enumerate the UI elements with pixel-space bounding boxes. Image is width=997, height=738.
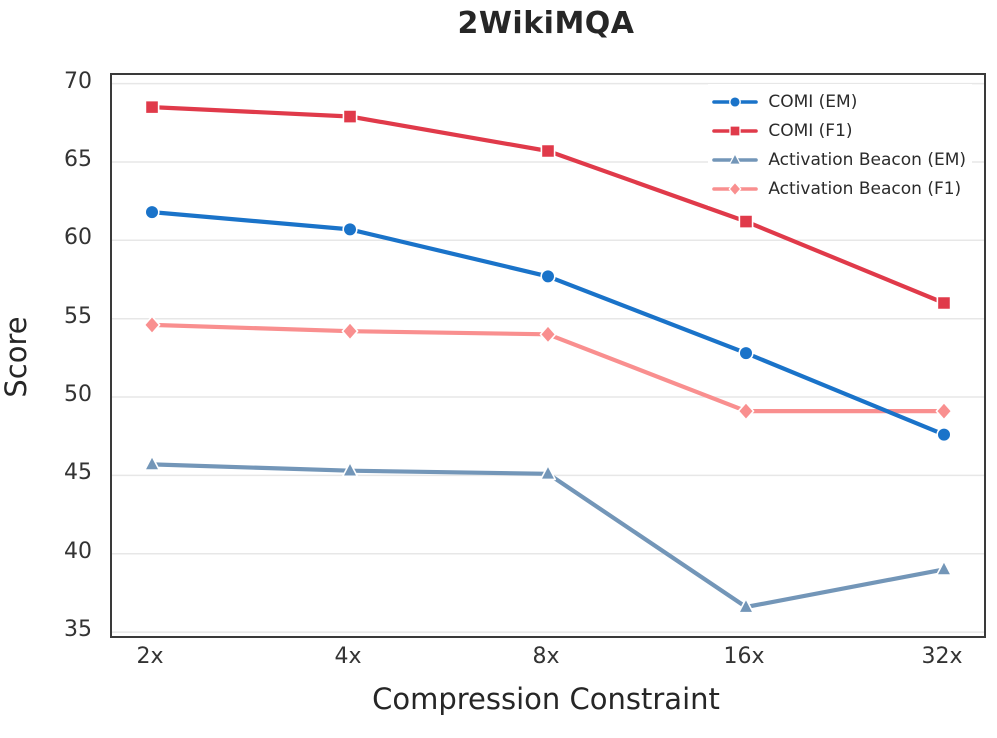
x-tick-label: 16x [723,644,765,669]
x-tick-label: 2x [136,644,164,669]
marker-diamond-activation-beacon-f1 [737,401,755,421]
marker-diamond-activation-beacon-f1 [143,315,161,335]
legend-sample-triangle-icon [712,152,759,165]
legend-sample-diamond-icon [712,181,759,196]
marker-circle-comi-em [540,268,556,284]
x-tick-label: 32x [921,644,963,669]
y-tick-label: 55 [64,303,92,329]
marker-circle-comi-em [936,427,952,443]
y-tick-label: 65 [64,146,92,172]
marker-triangle-activation-beacon-em [737,597,755,614]
marker-triangle-activation-beacon-em [341,461,359,478]
marker-diamond-activation-beacon-f1 [539,324,557,344]
marker-diamond-activation-beacon-f1 [935,401,953,421]
marker-triangle-activation-beacon-em [935,560,953,576]
y-tick-label: 45 [64,460,92,486]
legend-label: Activation Beacon (EM) [768,149,966,170]
marker-square-comi-f1 [342,109,358,124]
plot-area: COMI (EM) COMI (F1) Activation Beacon (EM)… [110,73,986,638]
y-tick-label: 70 [64,68,92,94]
marker-square-comi-f1 [738,214,754,229]
marker-square-comi-f1 [936,295,952,311]
marker-circle-comi-em [342,221,358,237]
marker-triangle-activation-beacon-em [539,464,557,481]
series-line-activation-beacon-em [149,462,947,610]
y-tick-label: 35 [64,617,92,643]
marker-circle-comi-em [144,204,160,220]
legend: COMI (EM) COMI (F1) Activation Beacon (EM)… [708,84,972,206]
legend-label: COMI (EM) [768,91,858,112]
x-tick-label: 4x [334,644,362,669]
y-tick-label: 60 [64,225,92,251]
legend-item-activation-beacon-em: Activation Beacon (EM) [712,145,966,174]
marker-circle-comi-em [738,345,754,361]
legend-item-comi-f1: COMI (F1) [712,116,966,145]
legend-sample-circle-icon [712,95,759,108]
chart-title: 2WikiMQA [457,6,635,41]
plot-canvas [112,82,984,633]
y-axis-label: Score [0,316,33,398]
y-tick-label: 50 [64,382,92,408]
marker-square-comi-f1 [540,143,556,159]
legend-label: Activation Beacon (F1) [768,178,962,199]
series-line-comi-em [149,210,947,437]
marker-square-comi-f1 [144,99,160,115]
legend-item-activation-beacon-f1: Activation Beacon (F1) [712,174,966,203]
marker-diamond-activation-beacon-f1 [341,321,359,341]
x-tick-label: 8x [532,644,560,669]
x-axis-label: Compression Constraint [372,682,720,716]
legend-sample-square-icon [712,124,759,137]
marker-triangle-activation-beacon-em [143,455,161,471]
legend-item-comi-em: COMI (EM) [712,87,966,116]
legend-label: COMI (F1) [768,120,853,141]
y-tick-label: 40 [64,538,92,564]
